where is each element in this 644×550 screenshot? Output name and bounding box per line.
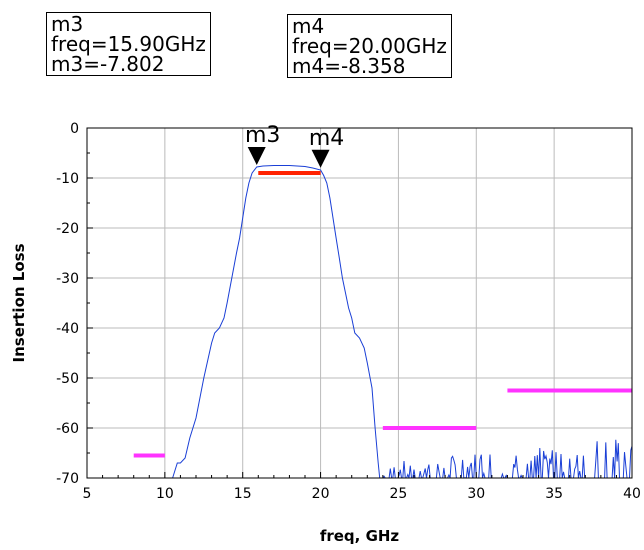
markers: m3 m4 — [245, 123, 344, 168]
x-tick-label: 25 — [390, 486, 408, 502]
x-tick-label: 10 — [156, 486, 174, 502]
y-tick-label: -70 — [56, 471, 79, 487]
marker-m4-value: m4=-8.358 — [292, 54, 406, 78]
y-tick-label: -20 — [56, 221, 79, 237]
trace-layer — [172, 165, 633, 479]
y-tick-label: -10 — [56, 171, 79, 187]
x-tick-label: 20 — [312, 486, 330, 502]
y-tick-label: 0 — [70, 121, 79, 137]
marker-m4-name: m4 — [292, 14, 325, 38]
x-tick-label: 40 — [623, 486, 641, 502]
mask-lines — [133, 171, 632, 458]
axis-ticks: 5 10 15 20 25 30 35 40 0 -10 -20 -30 -40 -50 -60 -70 — [56, 121, 641, 502]
x-tick-label: 15 — [234, 486, 252, 502]
marker-m3-readout: m3 freq=15.90GHz m3=-7.802 — [46, 12, 211, 76]
marker-m4-readout: m4 freq=20.00GHz m4=-8.358 — [287, 14, 452, 78]
marker-label-m4: m4 — [309, 126, 344, 151]
x-tick-label: 35 — [545, 486, 563, 502]
x-tick-label: 5 — [83, 486, 92, 502]
x-tick-label: 30 — [467, 486, 485, 502]
y-tick-label: -30 — [56, 271, 79, 287]
y-tick-label: -60 — [56, 421, 79, 437]
marker-triangle-m3 — [247, 147, 266, 166]
marker-m3-name: m3 — [51, 12, 84, 36]
y-axis-title: Insertion Loss — [10, 243, 28, 362]
grid-lines — [87, 128, 632, 478]
x-axis-title: freq, GHz — [320, 527, 400, 545]
marker-m3-freq: freq=15.90GHz — [51, 32, 206, 56]
stopband-noise-trace — [382, 439, 633, 479]
marker-triangle-m4 — [311, 149, 330, 168]
y-tick-label: -50 — [56, 371, 79, 387]
y-tick-label: -40 — [56, 321, 79, 337]
marker-label-m3: m3 — [245, 123, 280, 148]
marker-m4-freq: freq=20.00GHz — [292, 34, 447, 58]
insertion-loss-trace — [172, 165, 381, 479]
marker-m3-value: m3=-7.802 — [51, 52, 165, 76]
plot-frame — [86, 127, 633, 479]
